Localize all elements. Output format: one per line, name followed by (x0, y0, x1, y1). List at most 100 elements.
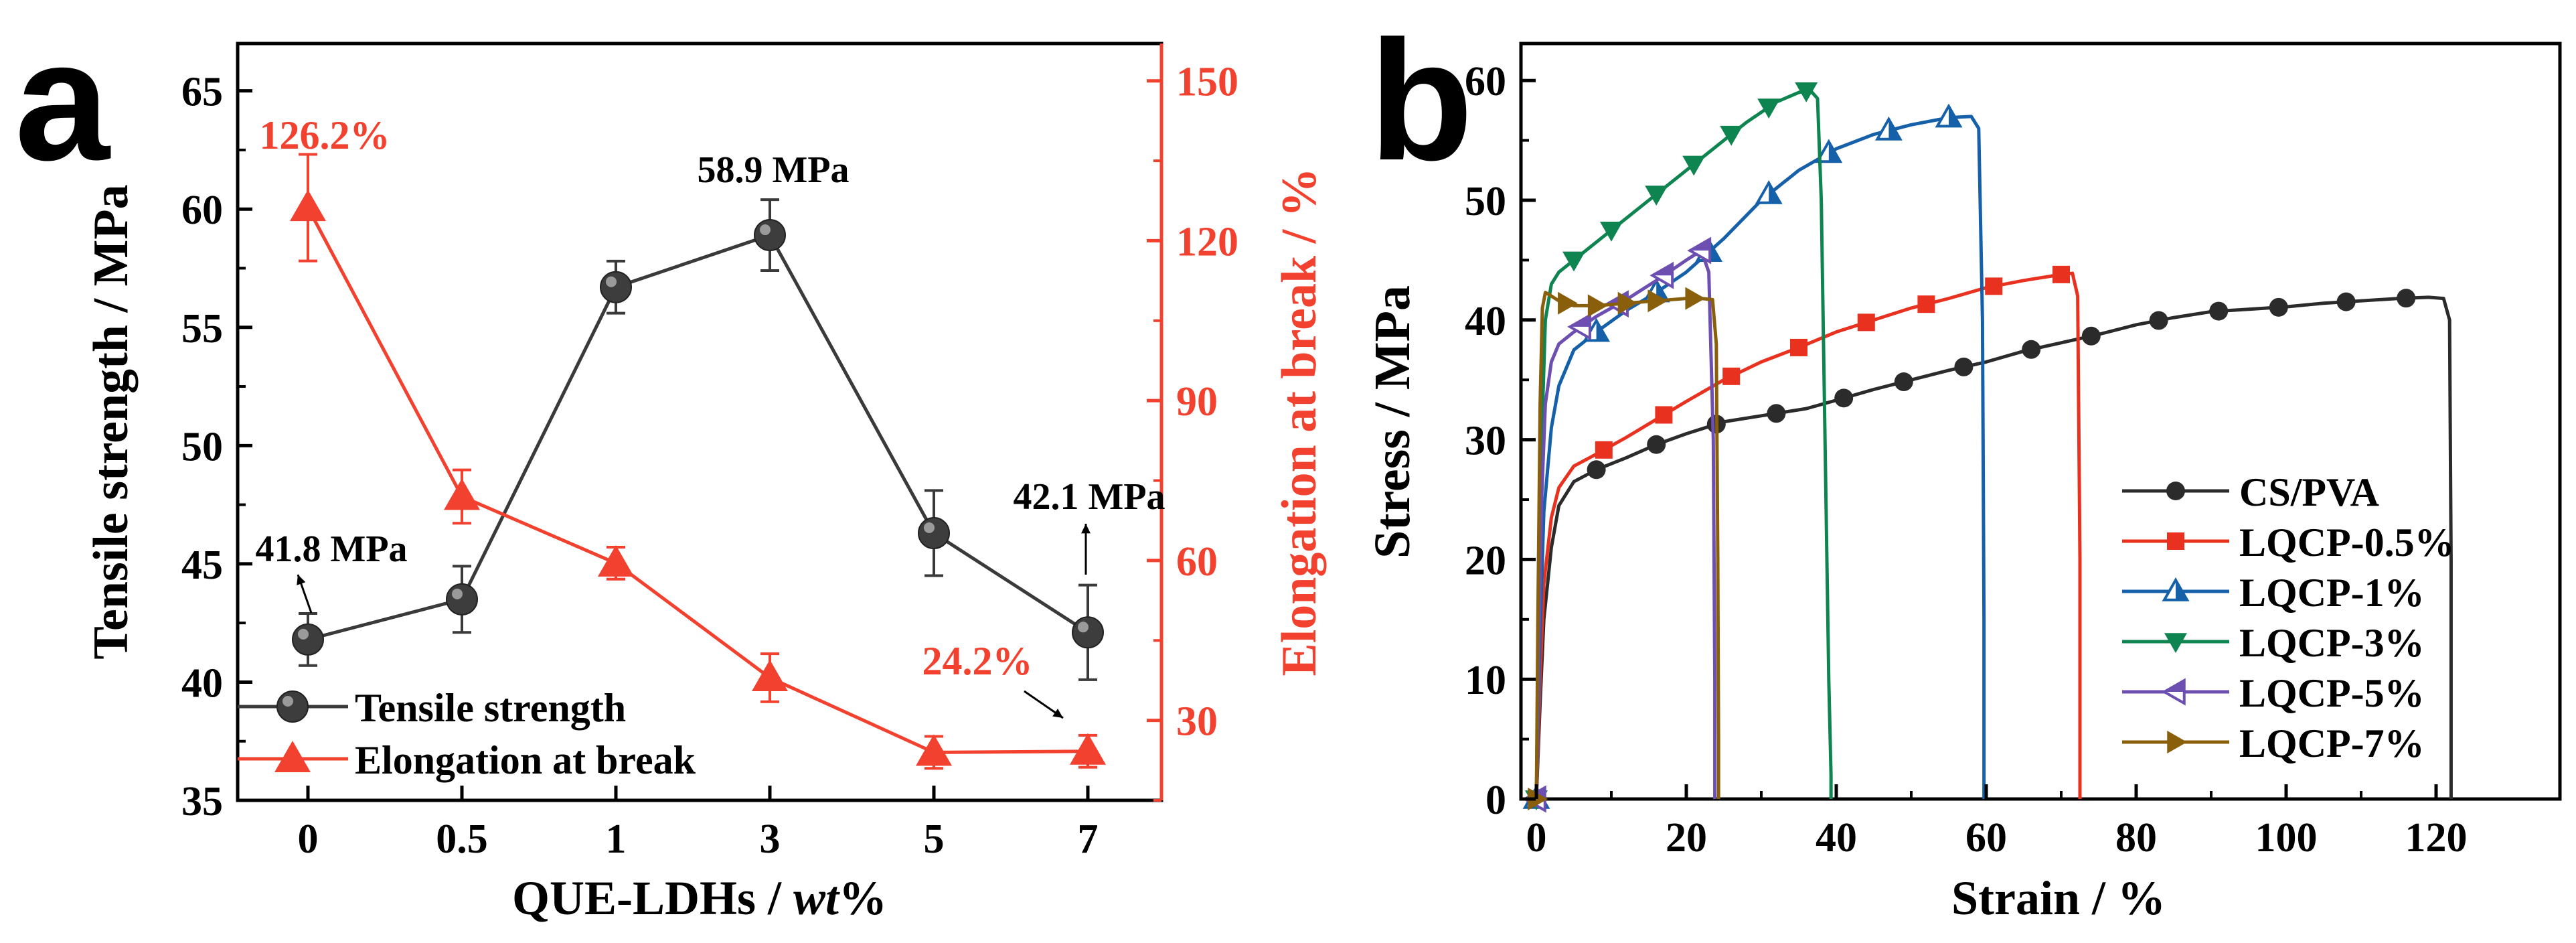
marker-lqcp1-half (1828, 141, 1840, 162)
legend-marker-tensile (276, 691, 309, 723)
marker-lqcp7 (1647, 289, 1668, 313)
marker-cspva (2269, 297, 2288, 317)
panel-a-xlabel-italic: wt (793, 871, 840, 925)
left-tick-label: 55 (181, 306, 223, 352)
legend-marker-lqcp05 (2167, 532, 2184, 550)
tensile-point (918, 516, 950, 549)
panel-a-y2label: Elongation at break / % (1272, 167, 1327, 676)
x-tick-label: 3 (760, 816, 781, 862)
marker-lqcp7-fill (1685, 287, 1706, 310)
marker-cspva (1767, 404, 1786, 423)
x-tick-label: 80 (2115, 815, 2157, 861)
panel-a-legend: Tensile strength Elongation at break (238, 686, 696, 782)
panel-b-legend: CS/PVA LQCP-0.5% LQCP-1% LQCP-3% LQCP-5% LQCP… (2122, 470, 2455, 766)
tensile-point (292, 623, 324, 656)
legend-marker-lqcp3-fill (2164, 633, 2187, 653)
marker-lqcp05 (1917, 295, 1935, 313)
marker-lqcp1-half (1769, 183, 1781, 203)
marker-cspva (1587, 460, 1606, 480)
marker-cspva (1954, 357, 1974, 376)
arrow-head (1081, 524, 1091, 534)
left-tick-label: 40 (181, 660, 223, 706)
x-tick-label: 20 (1666, 815, 1707, 861)
marker-cspva (2209, 301, 2229, 321)
marker-lqcp05 (1655, 406, 1673, 424)
arrow-head (297, 575, 306, 585)
marker-cspva (2336, 292, 2356, 311)
marker-lqcp7-fill (1558, 291, 1578, 315)
y-tick-label: 10 (1465, 658, 1506, 703)
marker-lqcp5-half (1652, 264, 1673, 276)
arrow-head (1052, 709, 1063, 718)
left-tick-label: 60 (181, 188, 223, 233)
panel-a-xlabel: QUE-LDHs / wt% (512, 871, 887, 925)
x-tick-label: 7 (1078, 816, 1099, 862)
elongation-point (598, 545, 634, 577)
curve-lqcp7 (1534, 291, 1720, 800)
marker-lqcp05 (1985, 277, 2003, 295)
left-tick-label: 45 (181, 542, 223, 588)
x-tick-label: 5 (924, 816, 945, 862)
left-tick-label: 35 (181, 779, 223, 824)
marker-lqcp3-fill (1645, 186, 1668, 206)
marker-cspva (1894, 372, 1913, 392)
panel-b-curves (1522, 82, 2453, 813)
legend-tensile-highlight (283, 696, 293, 707)
marker-lqcp3 (1645, 186, 1668, 206)
marker-lqcp1-half (1949, 106, 1960, 127)
panel-a-marks (290, 153, 1106, 770)
panel-a-label: a (15, 5, 111, 196)
x-tick-label: 40 (1816, 815, 1857, 861)
marker-lqcp3-fill (1757, 98, 1781, 119)
legend-label-lqcp3: LQCP-3% (2239, 621, 2425, 665)
curve-lqcp5 (1534, 248, 1717, 800)
panel-a-ylabel: Tensile strength / MPa (84, 184, 139, 659)
panel-a-xlabel-suffix: % (839, 871, 887, 925)
marker-lqcp05 (2052, 265, 2070, 283)
annotation-elong-max: 126.2% (260, 113, 390, 157)
marker-lqcp7-fill (1587, 294, 1608, 317)
x-tick-label: 0.5 (436, 816, 488, 862)
marker-lqcp7 (1558, 291, 1578, 315)
legend-label-cspva: CS/PVA (2239, 470, 2379, 514)
marker-lqcp3 (1795, 82, 1818, 102)
legend-marker-lqcp5-half (2164, 680, 2184, 692)
marker-lqcp3 (1562, 251, 1585, 272)
tensile-point (1072, 616, 1104, 649)
marker-lqcp5-half (1690, 239, 1710, 251)
marker-cspva (1647, 435, 1666, 454)
legend-marker-lqcp1-half (2176, 580, 2187, 600)
annotation-elong-end: 24.2% (922, 639, 1033, 683)
marker-lqcp3 (1757, 98, 1781, 119)
panel-b-xlabel: Strain / % (1951, 871, 2166, 925)
annotation-tensile-max: 58.9 MPa (697, 149, 849, 191)
legend-tensile-circle (276, 691, 309, 723)
legend-marker-cspva (2166, 482, 2185, 500)
marker-lqcp5-half (1570, 315, 1590, 327)
marker-lqcp05 (1595, 441, 1613, 459)
marker-lqcp05 (1790, 338, 1807, 356)
curve-lqcp05 (1534, 271, 2082, 800)
marker-lqcp3-fill (1795, 82, 1818, 102)
elongation-point (1070, 733, 1106, 765)
legend-label-lqcp5: LQCP-5% (2239, 671, 2425, 715)
elongation-point (752, 659, 788, 691)
marker-lqcp3-fill (1682, 155, 1706, 176)
marker-cspva (1834, 388, 1854, 408)
y-tick-label: 40 (1465, 299, 1506, 344)
x-tick-label: 60 (1965, 815, 2007, 861)
y-tick-label: 30 (1465, 419, 1506, 464)
elongation-point (444, 478, 480, 510)
legend-label-lqcp1: LQCP-1% (2239, 571, 2425, 615)
annotation-tensile-start: 41.8 MPa (255, 528, 407, 570)
marker-lqcp5 (1649, 261, 1674, 289)
marker-lqcp7-fill (1647, 289, 1668, 313)
marker-lqcp7-fill (1617, 291, 1638, 315)
marker-cspva (2149, 311, 2168, 330)
x-tick-label: 0 (298, 816, 319, 862)
legend-label-tensile: Tensile strength (355, 686, 626, 730)
elongation-point (916, 734, 952, 766)
marker-cspva (2081, 326, 2101, 346)
panel-a-xlabel-prefix: QUE-LDHs / (512, 871, 793, 925)
marker-lqcp3 (1720, 125, 1743, 146)
